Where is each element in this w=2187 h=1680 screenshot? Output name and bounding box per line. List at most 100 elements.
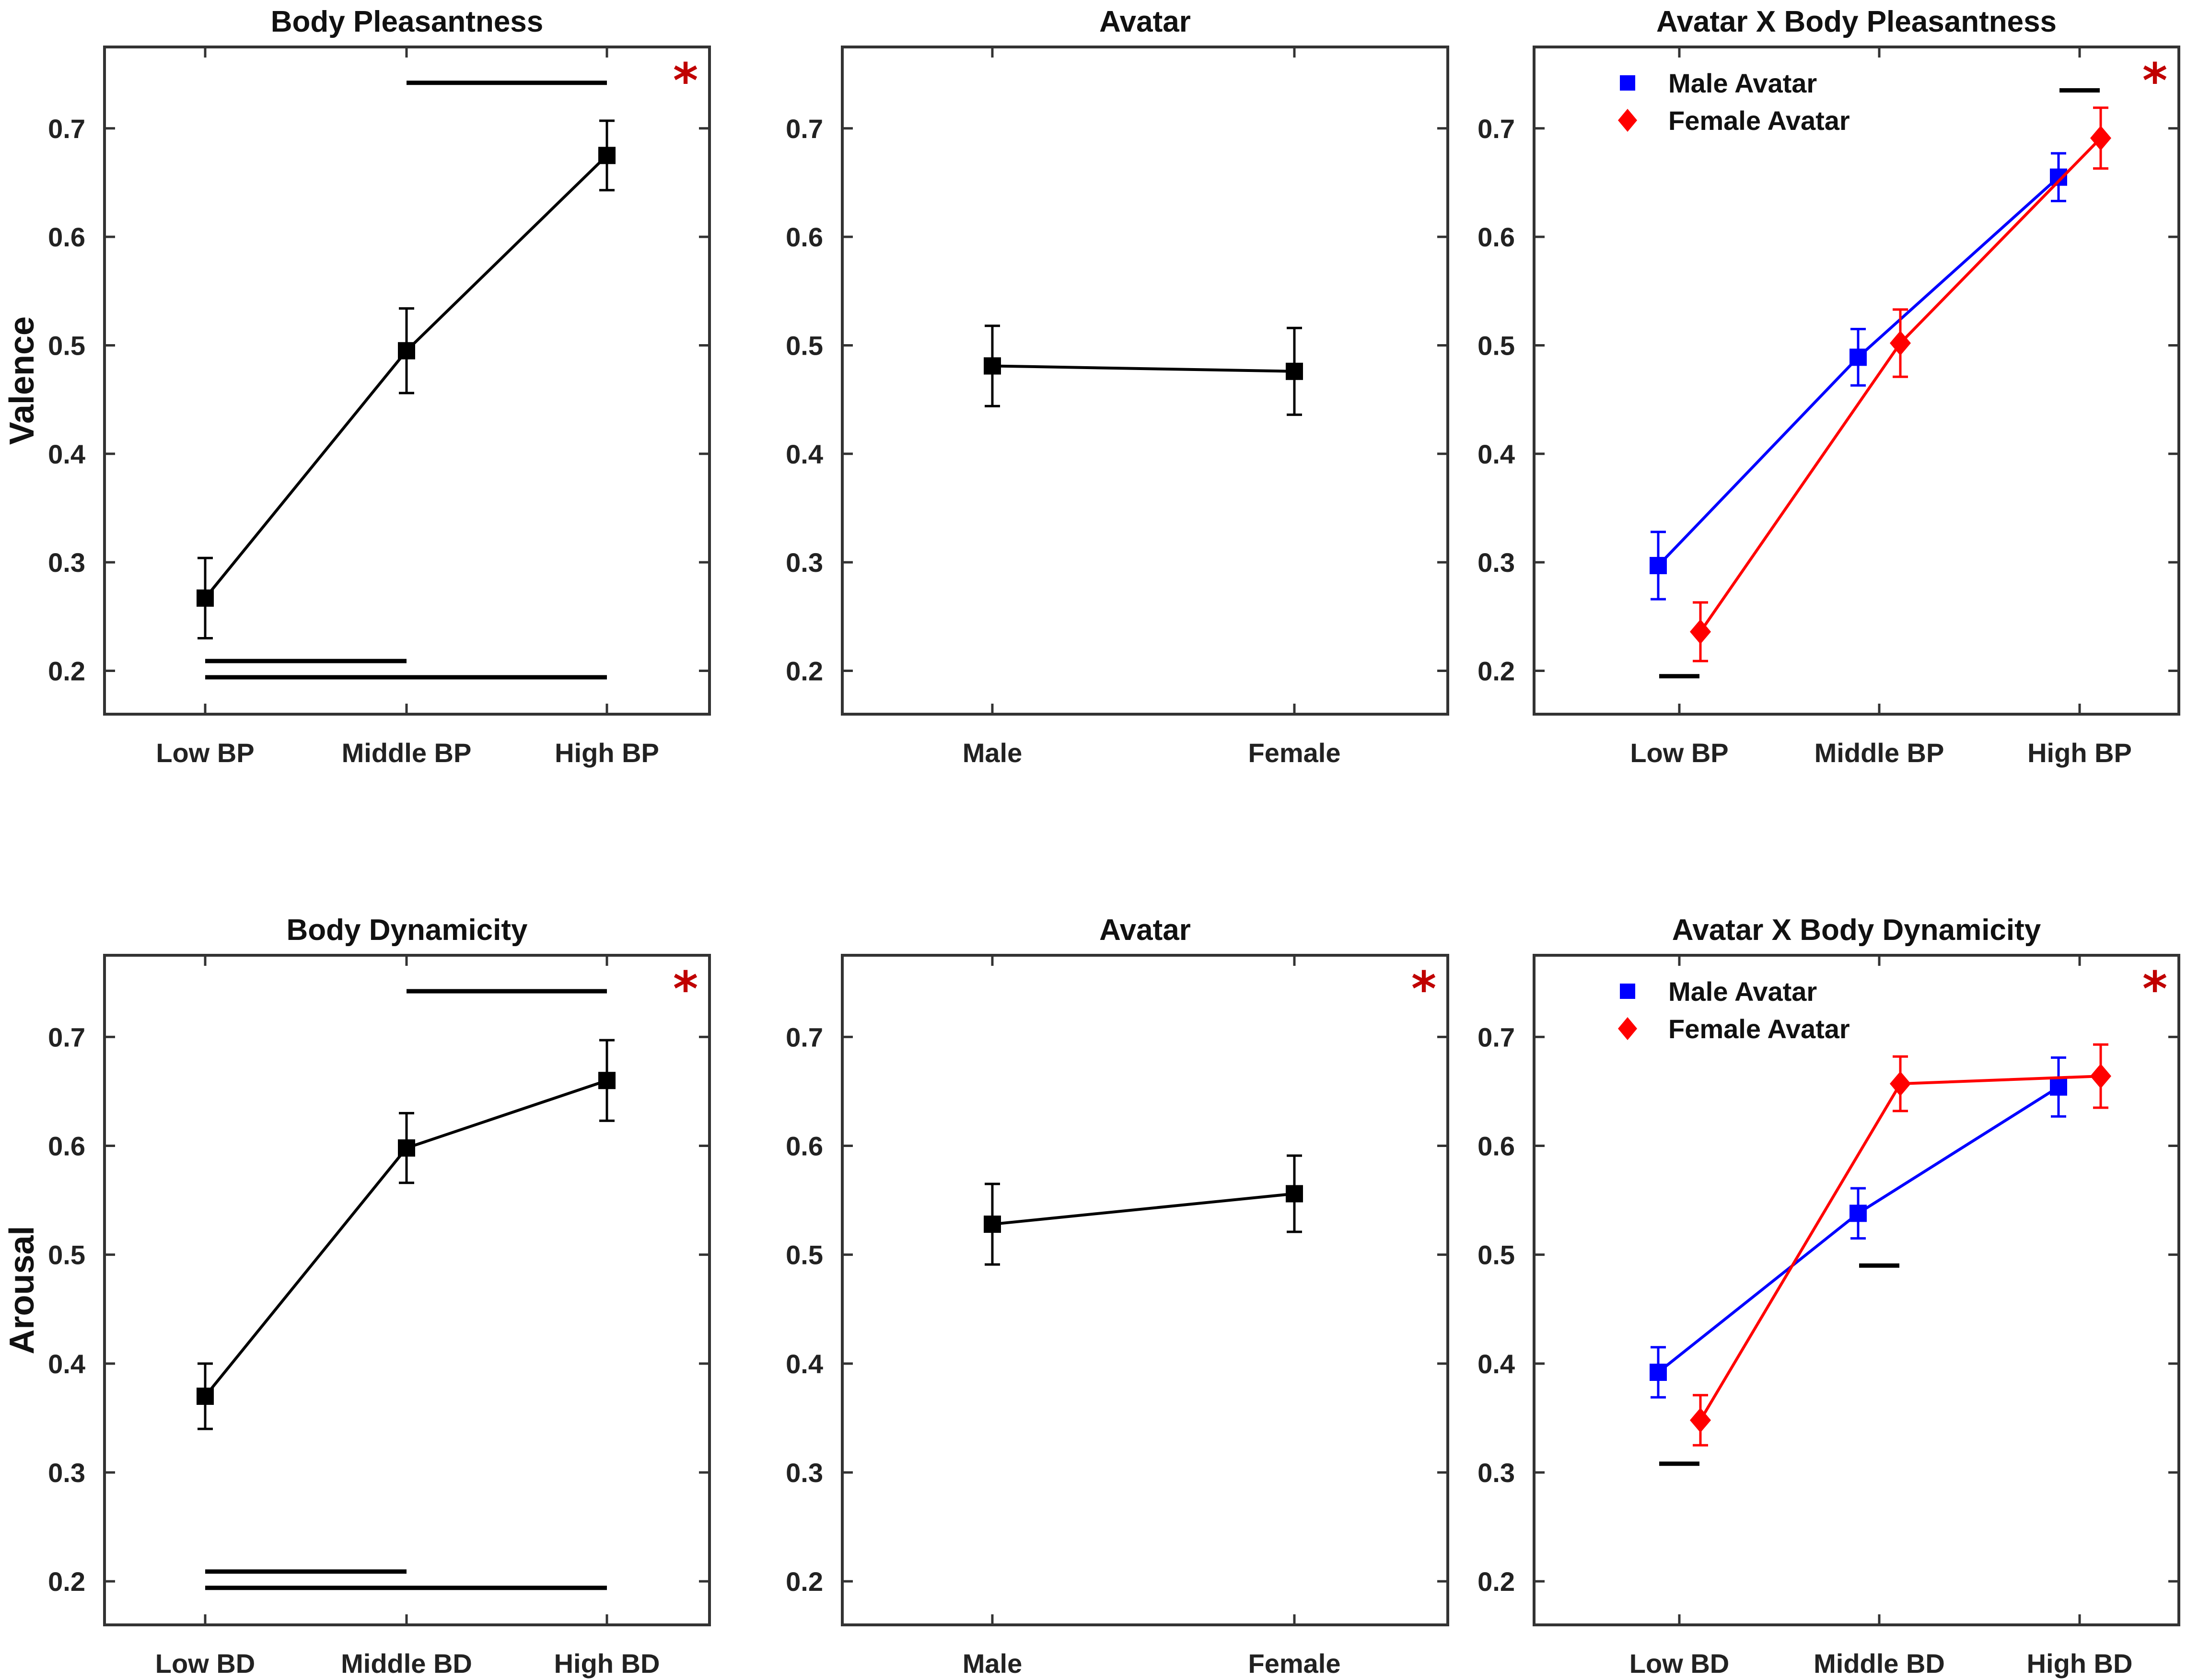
- x-tick-label: High BP: [555, 738, 659, 768]
- y-tick-label: 0.5: [48, 1240, 85, 1270]
- x-tick-label: Female: [1248, 1648, 1341, 1679]
- data-point: [984, 357, 1001, 375]
- y-tick-label: 0.5: [786, 1240, 823, 1270]
- data-point: [398, 1139, 415, 1157]
- data-point: [598, 1072, 616, 1089]
- x-tick-label: High BD: [554, 1648, 660, 1679]
- axes-frame: [103, 954, 711, 1626]
- y-tick-label: 0.4: [786, 439, 823, 469]
- data-point: [1690, 619, 1711, 644]
- data-point: [1890, 1071, 1911, 1097]
- data-point: [197, 1387, 214, 1405]
- y-tick-label: 0.2: [1477, 656, 1515, 686]
- y-tick-label: 0.6: [786, 222, 823, 252]
- x-tick-label: Female: [1248, 738, 1341, 768]
- y-tick-label: 0.4: [786, 1349, 823, 1379]
- chart-panel: 0.2 0.3 0.4 0.5 0.6 0.7 Low BD Middle BD High BD…: [3, 914, 711, 1679]
- y-tick-label: 0.2: [48, 1566, 85, 1597]
- y-tick-label: 0.7: [48, 1022, 85, 1052]
- data-point: [1890, 330, 1911, 356]
- data-point: [2050, 1078, 2067, 1096]
- y-tick-label: 0.6: [1477, 1131, 1515, 1161]
- y-tick-label: 0.3: [786, 547, 823, 578]
- y-tick-label: 0.2: [786, 656, 823, 686]
- y-tick-label: 0.7: [786, 1022, 823, 1052]
- y-tick-label: 0.4: [48, 439, 85, 469]
- data-point: [1650, 1364, 1667, 1381]
- y-tick-label: 0.3: [48, 547, 85, 578]
- y-tick-label: 0.6: [48, 222, 85, 252]
- data-point: [398, 342, 415, 359]
- y-tick-label: 0.6: [1477, 222, 1515, 252]
- x-tick-label: Middle BD: [1814, 1648, 1945, 1679]
- chart-title: Body Pleasantness: [271, 5, 544, 38]
- y-tick-label: 0.7: [1477, 1022, 1515, 1052]
- x-tick-label: Middle BP: [1815, 738, 1944, 768]
- chart-panel: 0.2 0.3 0.4 0.5 0.6 0.7 Low BD Middle BD High BD…: [1477, 914, 2180, 1679]
- y-tick-label: 0.4: [48, 1349, 85, 1379]
- chart-panel: 0.2 0.3 0.4 0.5 0.6 0.7 Male Female Avatar: [786, 5, 1449, 768]
- chart-title: Avatar: [1099, 914, 1191, 947]
- x-tick-label: Male: [963, 738, 1023, 768]
- x-tick-label: High BP: [2027, 738, 2132, 768]
- y-tick-label: 0.2: [786, 1566, 823, 1597]
- significance-star: *: [2142, 53, 2167, 109]
- y-tick-label: 0.3: [786, 1458, 823, 1488]
- significance-star: *: [1411, 961, 1436, 1017]
- x-tick-label: Male: [963, 1648, 1023, 1679]
- y-axis-label: Arousal: [3, 1226, 41, 1354]
- series-line: [992, 364, 1295, 373]
- data-point: [1286, 362, 1303, 380]
- x-tick-label: Low BP: [156, 738, 254, 768]
- series-line: [992, 1192, 1295, 1226]
- x-tick-label: Low BP: [1630, 738, 1728, 768]
- chart-panel: 0.2 0.3 0.4 0.5 0.6 0.7 Male Female Avatar *: [786, 914, 1449, 1679]
- x-tick-label: Middle BD: [341, 1648, 472, 1679]
- significance-star: *: [673, 53, 698, 109]
- data-point: [598, 147, 616, 164]
- axes-frame: [1533, 46, 2180, 716]
- y-tick-label: 0.7: [1477, 114, 1515, 144]
- chart-panel: 0.2 0.3 0.4 0.5 0.6 0.7 Low BP Middle BP High BP…: [3, 5, 711, 768]
- y-tick-label: 0.4: [1477, 1349, 1515, 1379]
- data-point: [1850, 1205, 1867, 1222]
- y-tick-label: 0.6: [48, 1131, 85, 1161]
- legend-marker: [1618, 1017, 1637, 1040]
- data-point: [1650, 556, 1667, 574]
- data-point: [1850, 348, 1867, 366]
- y-tick-label: 0.5: [48, 330, 85, 360]
- chart-title: Avatar X Body Dynamicity: [1672, 914, 2041, 947]
- y-tick-label: 0.2: [1477, 1566, 1515, 1597]
- data-point: [2090, 1064, 2111, 1089]
- series-line: [1699, 137, 2102, 633]
- significance-star: *: [673, 961, 698, 1017]
- legend-marker: [1618, 109, 1637, 132]
- chart-panel: 0.2 0.3 0.4 0.5 0.6 0.7 Low BP Middle BP High BP…: [1477, 5, 2180, 768]
- y-tick-label: 0.5: [1477, 1240, 1515, 1270]
- axes-frame: [1533, 954, 2180, 1626]
- data-point: [2090, 126, 2111, 151]
- data-point: [197, 589, 214, 607]
- y-tick-label: 0.4: [1477, 439, 1515, 469]
- y-tick-label: 0.7: [786, 114, 823, 144]
- axes-frame: [841, 954, 1449, 1626]
- data-point: [1286, 1185, 1303, 1203]
- data-point: [1690, 1407, 1711, 1433]
- legend-marker: [1620, 75, 1635, 91]
- chart-title: Avatar X Body Pleasantness: [1656, 5, 2057, 38]
- y-axis-label: Valence: [3, 316, 41, 445]
- x-tick-label: High BD: [2027, 1648, 2133, 1679]
- chart-title: Avatar: [1099, 5, 1191, 38]
- x-tick-label: Low BD: [155, 1648, 255, 1679]
- x-tick-label: Middle BP: [342, 738, 472, 768]
- y-tick-label: 0.7: [48, 114, 85, 144]
- y-tick-label: 0.6: [786, 1131, 823, 1161]
- legend-label: Female Avatar: [1668, 1014, 1850, 1044]
- legend-label: Male Avatar: [1668, 976, 1817, 1007]
- data-point: [984, 1216, 1001, 1233]
- y-tick-label: 0.2: [48, 656, 85, 686]
- series-line: [1699, 1075, 2101, 1421]
- y-tick-label: 0.5: [786, 330, 823, 360]
- chart-title: Body Dynamicity: [286, 914, 528, 947]
